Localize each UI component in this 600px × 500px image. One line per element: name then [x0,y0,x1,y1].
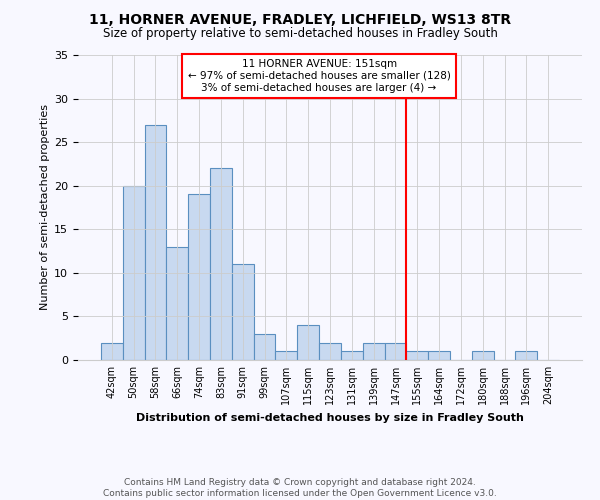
Text: 11, HORNER AVENUE, FRADLEY, LICHFIELD, WS13 8TR: 11, HORNER AVENUE, FRADLEY, LICHFIELD, W… [89,12,511,26]
Bar [101,342,123,360]
Bar [232,264,254,360]
Bar [406,352,428,360]
Bar [341,352,363,360]
Bar [515,352,537,360]
Bar [145,124,166,360]
Bar [188,194,210,360]
Y-axis label: Number of semi-detached properties: Number of semi-detached properties [40,104,50,310]
Bar [210,168,232,360]
Bar [275,352,297,360]
Bar [472,352,494,360]
X-axis label: Distribution of semi-detached houses by size in Fradley South: Distribution of semi-detached houses by … [136,412,524,422]
Text: Contains HM Land Registry data © Crown copyright and database right 2024.
Contai: Contains HM Land Registry data © Crown c… [103,478,497,498]
Bar [385,342,406,360]
Bar [363,342,385,360]
Bar [297,325,319,360]
Bar [166,246,188,360]
Text: 11 HORNER AVENUE: 151sqm
← 97% of semi-detached houses are smaller (128)
3% of s: 11 HORNER AVENUE: 151sqm ← 97% of semi-d… [188,60,451,92]
Bar [319,342,341,360]
Bar [428,352,450,360]
Bar [123,186,145,360]
Bar [254,334,275,360]
Text: Size of property relative to semi-detached houses in Fradley South: Size of property relative to semi-detach… [103,28,497,40]
